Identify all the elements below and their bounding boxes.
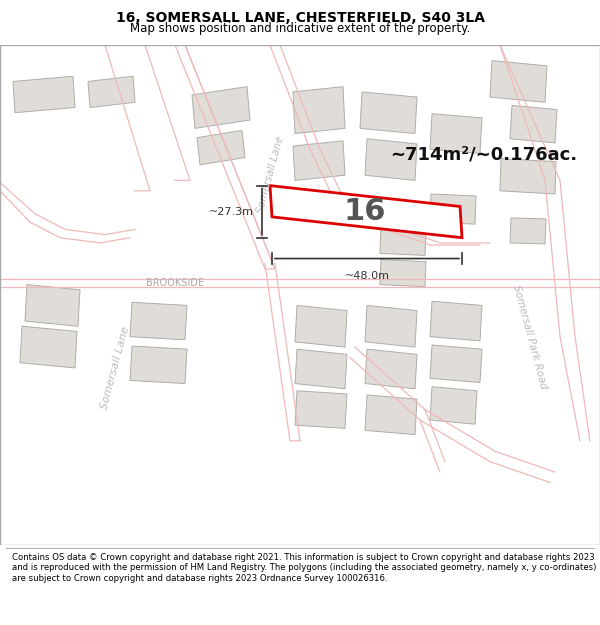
- Polygon shape: [510, 218, 546, 244]
- Text: 16: 16: [344, 197, 386, 226]
- Polygon shape: [430, 387, 477, 424]
- Polygon shape: [365, 139, 417, 181]
- Polygon shape: [293, 87, 345, 134]
- Polygon shape: [295, 391, 347, 428]
- Polygon shape: [430, 345, 482, 382]
- Polygon shape: [365, 395, 417, 434]
- Polygon shape: [130, 346, 187, 384]
- Polygon shape: [365, 306, 417, 347]
- Polygon shape: [430, 194, 476, 224]
- Polygon shape: [192, 87, 250, 128]
- Text: Somersall Lane: Somersall Lane: [255, 136, 285, 215]
- Polygon shape: [293, 141, 345, 181]
- Polygon shape: [25, 284, 80, 326]
- Polygon shape: [380, 259, 426, 287]
- Polygon shape: [430, 114, 482, 153]
- Text: ~27.3m: ~27.3m: [209, 207, 254, 217]
- Text: BROOKSIDE: BROOKSIDE: [146, 278, 204, 288]
- Polygon shape: [295, 306, 347, 347]
- Polygon shape: [490, 61, 547, 102]
- Polygon shape: [510, 106, 557, 143]
- Text: 16, SOMERSALL LANE, CHESTERFIELD, S40 3LA: 16, SOMERSALL LANE, CHESTERFIELD, S40 3L…: [115, 11, 485, 25]
- Polygon shape: [13, 76, 75, 112]
- Polygon shape: [270, 186, 462, 238]
- Text: Somersall Park Road: Somersall Park Road: [511, 284, 549, 390]
- Polygon shape: [365, 349, 417, 389]
- Polygon shape: [500, 159, 556, 194]
- Polygon shape: [380, 225, 426, 256]
- Polygon shape: [360, 92, 417, 134]
- Polygon shape: [130, 302, 187, 340]
- Polygon shape: [20, 326, 77, 368]
- Text: Map shows position and indicative extent of the property.: Map shows position and indicative extent…: [130, 22, 470, 35]
- Text: ~714m²/~0.176ac.: ~714m²/~0.176ac.: [390, 146, 577, 163]
- Polygon shape: [197, 131, 245, 165]
- Polygon shape: [295, 349, 347, 389]
- Text: Contains OS data © Crown copyright and database right 2021. This information is : Contains OS data © Crown copyright and d…: [12, 553, 596, 582]
- Polygon shape: [430, 301, 482, 341]
- Polygon shape: [88, 76, 135, 108]
- Text: ~48.0m: ~48.0m: [344, 271, 389, 281]
- Text: Somersall Lane: Somersall Lane: [99, 325, 131, 411]
